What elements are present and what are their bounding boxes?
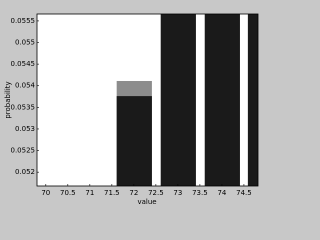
bar — [247, 14, 258, 186]
y-tick-label: 0.0525 — [11, 147, 36, 155]
x-tick-label: 70 — [41, 189, 50, 197]
y-tick-label: 0.054 — [15, 82, 36, 90]
axes: 70 70.5 71 71.5 72 72.5 73 73.5 74 74.5 0.052 0.052… — [11, 17, 252, 197]
x-tick-label: 71 — [85, 189, 94, 197]
x-tick-label: 71.5 — [104, 189, 120, 197]
x-tick-label: 72 — [129, 189, 138, 197]
frame — [36, 13, 259, 187]
chart: 70 70.5 71 71.5 72 72.5 73 73.5 74 74.5 0.052 0.052… — [4, 13, 259, 206]
x-axis-label: value — [137, 198, 156, 206]
y-tick-label: 0.0535 — [11, 103, 36, 111]
x-tick-label: 72.5 — [148, 189, 164, 197]
y-tick-label: 0.0545 — [11, 60, 36, 68]
x-tick-label: 70.5 — [60, 189, 76, 197]
bar — [204, 14, 240, 186]
page: 70 70.5 71 71.5 72 72.5 73 73.5 74 74.5 0.052 0.052… — [4, 13, 259, 206]
bars — [116, 14, 258, 186]
y-axis-label: probability — [4, 81, 12, 118]
bar — [116, 96, 152, 186]
x-tick-label: 74 — [217, 189, 226, 197]
x-tick-label: 74.5 — [236, 189, 252, 197]
y-tick-label: 0.055 — [15, 39, 35, 47]
bar — [160, 14, 196, 186]
y-tick-label: 0.052 — [15, 168, 35, 176]
x-tick-label: 73.5 — [192, 189, 208, 197]
y-tick-label: 0.053 — [15, 125, 35, 133]
x-tick-label: 73 — [173, 189, 182, 197]
y-tick-label: 0.0555 — [11, 17, 36, 25]
